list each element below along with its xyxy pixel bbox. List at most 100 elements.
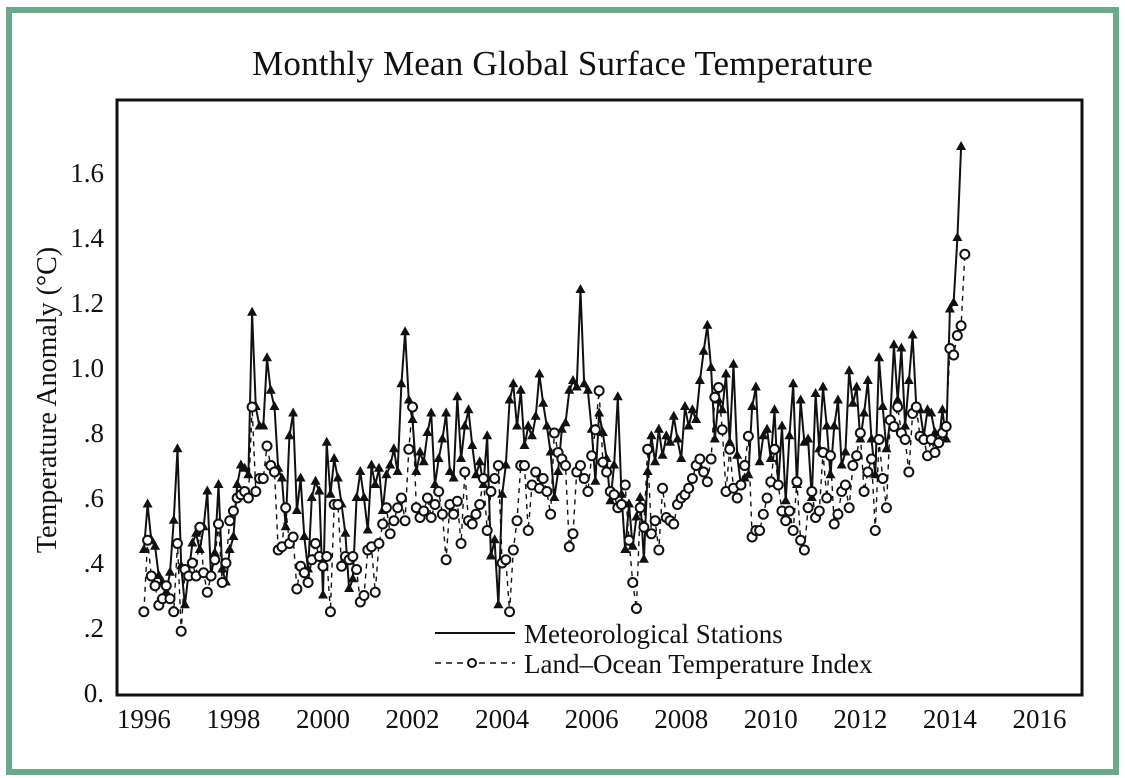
data-point-triangle	[780, 495, 791, 505]
data-point-circle	[668, 518, 680, 530]
x-tick-label: 2006	[565, 704, 619, 734]
data-point-circle	[168, 606, 180, 618]
data-point-circle	[332, 499, 344, 510]
data-point-triangle	[728, 358, 739, 368]
data-point-circle	[418, 505, 430, 517]
data-point-circle	[451, 495, 463, 507]
data-point-circle	[724, 443, 736, 455]
y-tick-label: 1.0	[70, 353, 104, 383]
y-tick-label: 1.4	[70, 223, 104, 253]
data-point-circle	[653, 544, 665, 556]
data-point-triangle	[187, 537, 198, 547]
data-point-circle	[951, 330, 963, 341]
data-point-triangle	[788, 378, 799, 388]
data-point-circle	[298, 567, 310, 579]
data-point-circle	[287, 531, 299, 543]
data-point-triangle	[836, 459, 847, 469]
data-point-circle	[761, 492, 773, 504]
data-point-triangle	[653, 423, 664, 433]
data-point-circle	[407, 401, 419, 413]
data-point-triangle	[262, 352, 273, 362]
data-point-circle	[227, 505, 239, 517]
data-point-triangle	[851, 381, 862, 391]
data-point-circle	[224, 515, 236, 527]
data-point-triangle	[142, 498, 153, 508]
y-axis-label: Temperature Anomaly (°C)	[32, 247, 63, 553]
data-point-circle	[310, 538, 322, 549]
data-point-triangle	[299, 531, 310, 540]
data-point-circle	[149, 580, 161, 592]
data-point-triangle	[877, 401, 888, 410]
data-point-circle	[948, 349, 960, 361]
data-point-circle	[959, 248, 971, 260]
x-tick-label: 2010	[744, 704, 798, 734]
data-point-circle	[854, 427, 866, 439]
data-point-triangle	[762, 423, 773, 433]
data-point-circle	[757, 508, 769, 520]
x-tick-label: 1998	[206, 704, 260, 734]
data-point-triangle	[926, 407, 937, 417]
data-point-triangle	[508, 378, 519, 388]
data-point-triangle	[571, 381, 582, 391]
data-point-triangle	[709, 433, 720, 443]
data-point-triangle	[582, 384, 593, 394]
data-point-triangle	[359, 492, 370, 501]
data-point-circle	[828, 518, 840, 530]
data-point-circle	[627, 577, 639, 588]
y-tick-label: .8	[84, 418, 104, 448]
data-point-triangle	[553, 466, 564, 475]
data-point-circle	[858, 486, 870, 497]
y-tick-label: .4	[84, 548, 105, 578]
x-tick-label: 1996	[117, 704, 171, 734]
data-point-circle	[186, 557, 198, 569]
data-point-triangle	[381, 469, 392, 479]
data-point-circle	[257, 473, 269, 484]
data-point-triangle	[549, 492, 560, 501]
data-point-triangle	[754, 456, 765, 466]
data-point-circle	[504, 606, 516, 618]
data-point-circle	[716, 424, 728, 436]
x-tick-label: 2012	[833, 704, 887, 734]
data-point-triangle	[172, 443, 183, 453]
data-point-triangle	[575, 284, 586, 293]
data-point-circle	[209, 554, 221, 566]
data-point-triangle	[407, 414, 418, 423]
data-point-triangle	[847, 397, 858, 407]
data-point-triangle	[422, 427, 433, 436]
data-point-triangle	[609, 459, 620, 469]
data-point-triangle	[538, 397, 549, 407]
data-point-circle	[739, 460, 751, 471]
data-point-circle	[821, 492, 833, 504]
data-point-triangle	[638, 553, 649, 563]
data-point-circle	[138, 606, 150, 618]
data-point-triangle	[724, 436, 735, 446]
data-point-circle	[518, 460, 530, 471]
data-point-circle	[175, 625, 187, 637]
data-point-circle	[933, 437, 945, 449]
legend-swatch-circle-marker	[467, 658, 477, 668]
data-point-circle	[261, 440, 273, 452]
data-point-triangle	[594, 407, 605, 417]
data-point-triangle	[620, 544, 631, 553]
data-point-triangle	[400, 326, 411, 336]
data-point-triangle	[325, 488, 336, 498]
data-point-circle	[220, 557, 232, 569]
data-point-circle	[455, 538, 467, 549]
chart-title: Monthly Mean Global Surface Temperature	[252, 44, 873, 83]
data-point-triangle	[631, 511, 642, 521]
data-point-triangle	[870, 469, 881, 479]
data-point-circle	[955, 320, 967, 332]
data-point-circle	[466, 518, 478, 530]
data-point-circle	[574, 460, 586, 471]
data-point-circle	[429, 499, 441, 510]
data-point-triangle	[844, 365, 855, 375]
data-point-circle	[291, 583, 303, 595]
data-point-circle	[358, 590, 370, 601]
data-point-circle	[806, 486, 818, 497]
data-point-triangle	[247, 306, 258, 316]
data-point-triangle	[541, 420, 552, 430]
data-point-triangle	[758, 430, 769, 440]
data-point-circle	[731, 492, 743, 504]
data-point-triangle	[239, 462, 250, 472]
data-point-triangle	[459, 420, 470, 430]
